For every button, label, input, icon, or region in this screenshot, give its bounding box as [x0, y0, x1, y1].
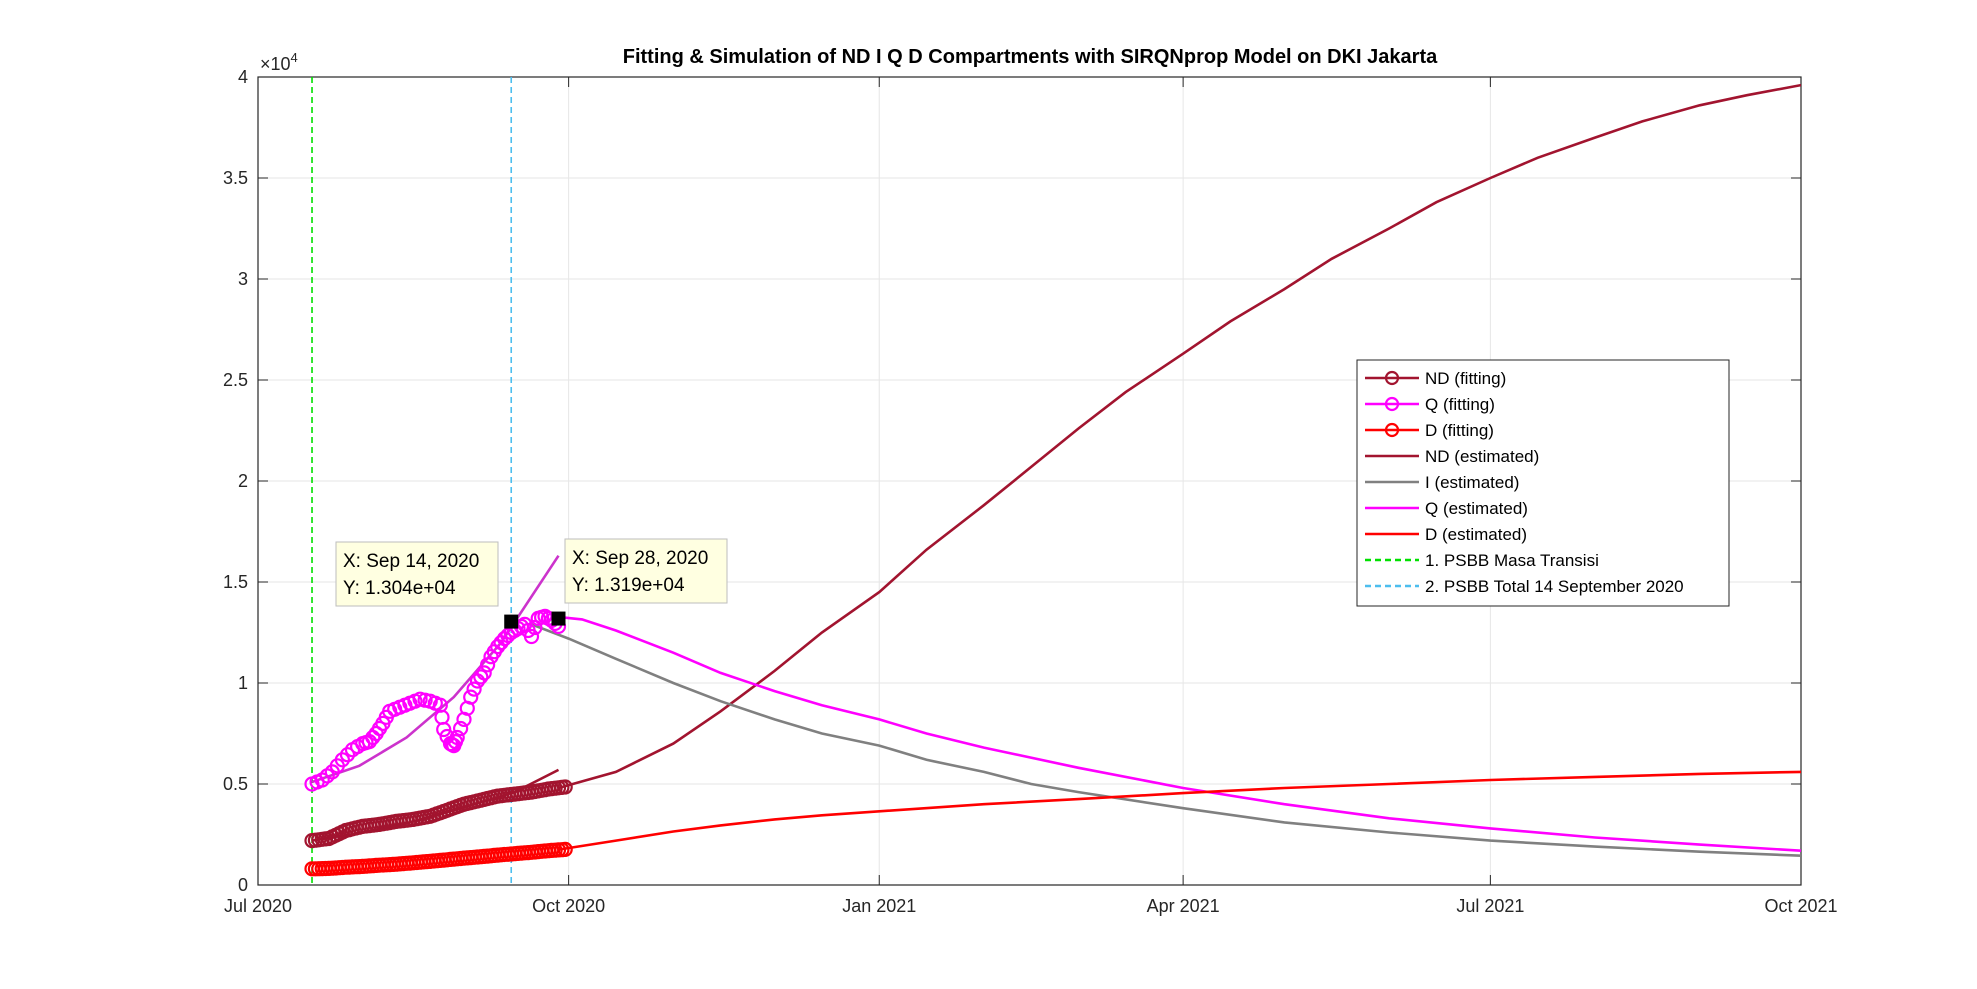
- data-point: [473, 669, 489, 685]
- data-point: [463, 689, 479, 705]
- datatip-marker: [551, 611, 566, 626]
- x-tick-label: Oct 2021: [1764, 896, 1837, 916]
- datatip-marker: [504, 614, 519, 629]
- series-line-d: [558, 770, 1801, 851]
- data-point: [466, 681, 482, 697]
- data-point: [523, 628, 540, 645]
- legend-marker: [1384, 370, 1400, 386]
- plot-area: Jul 2020 Oct 2020 Jan 2021 Apr 2021 Jul 2021…: [223, 50, 1838, 916]
- series-layer: [304, 77, 1801, 885]
- legend-entry: ND (fitting): [1425, 369, 1506, 388]
- y-tick-label: 0.5: [223, 774, 248, 794]
- data-point: [557, 779, 573, 795]
- datatip-box: [335, 541, 499, 607]
- y-exponent-power: 4: [291, 50, 298, 65]
- data-point: [453, 720, 469, 737]
- legend-entry: I (estimated): [1425, 473, 1519, 492]
- data-point: [527, 619, 543, 636]
- datatip-y: Y: 1.304e+04: [343, 578, 456, 599]
- y-tick-label: 2: [238, 471, 248, 491]
- datatip-x: X: Sep 28, 2020: [572, 548, 708, 569]
- y-tick-label: 1.5: [223, 572, 248, 592]
- legend-entry: Q (fitting): [1425, 395, 1495, 414]
- datatip-y: Y: 1.319e+04: [572, 575, 685, 596]
- series-line-q: [551, 615, 1801, 852]
- y-tick-label: 3: [238, 269, 248, 289]
- x-tick-label: Apr 2021: [1147, 896, 1220, 916]
- y-tick-label: 4: [238, 67, 248, 87]
- legend-entry: D (estimated): [1425, 525, 1527, 544]
- legend-entry: D (fitting): [1425, 421, 1494, 440]
- data-point: [436, 721, 452, 738]
- x-tick-label: Jul 2021: [1456, 896, 1524, 916]
- series-line-nd: [558, 83, 1801, 790]
- y-tick-label: 0: [238, 875, 248, 895]
- legend-entry: 2. PSBB Total 14 September 2020: [1425, 577, 1684, 596]
- datatip-x: X: Sep 14, 2020: [343, 551, 479, 572]
- data-point: [476, 665, 492, 681]
- y-exponent-base: ×10: [260, 54, 291, 74]
- legend-entry: Q (estimated): [1425, 499, 1528, 518]
- legend-marker: [1384, 396, 1400, 412]
- data-point: [449, 729, 465, 746]
- datatip-box: [564, 538, 728, 604]
- series-line-i: [531, 623, 1801, 857]
- chart-title: Fitting & Simulation of ND I Q D Compart…: [623, 46, 1438, 68]
- data-point: [334, 752, 350, 768]
- legend-entry: 1. PSBB Masa Transisi: [1425, 551, 1599, 570]
- y-tick-label: 3.5: [223, 168, 248, 188]
- data-point: [480, 657, 496, 673]
- y-tick-label: 1: [238, 673, 248, 693]
- data-point: [557, 841, 573, 858]
- y-exponent-label: ×104: [260, 50, 298, 74]
- legend-entry: ND (estimated): [1425, 447, 1539, 466]
- x-tick-label: Jan 2021: [842, 896, 916, 916]
- x-tick-label: Jul 2020: [224, 896, 292, 916]
- x-tick-label: Oct 2020: [532, 896, 605, 916]
- data-point: [339, 747, 356, 763]
- legend-marker: [1384, 422, 1400, 438]
- y-tick-label: 2.5: [223, 370, 248, 390]
